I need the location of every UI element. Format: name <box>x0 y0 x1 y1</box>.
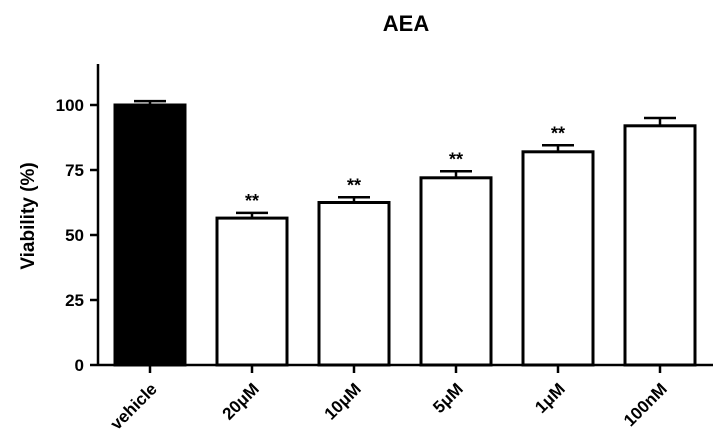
y-tick-label: 100 <box>56 96 84 115</box>
y-tick-label: 50 <box>65 226 84 245</box>
y-tick-label: 75 <box>65 161 84 180</box>
bar <box>113 103 187 367</box>
x-tick-label: 10μM <box>321 379 365 423</box>
significance-label: ** <box>347 175 361 195</box>
x-tick-label: 5μM <box>429 379 466 416</box>
chart-title: AEA <box>383 11 430 36</box>
bar <box>215 216 289 367</box>
bar <box>623 124 697 367</box>
x-tick-label: 20μM <box>219 379 263 423</box>
bar <box>419 176 493 367</box>
y-axis-label: Viability (%) <box>18 162 39 269</box>
x-tick-label: 1μM <box>531 379 568 416</box>
error-bars-layer <box>134 99 676 219</box>
x-labels-layer: vehicle 20μM 10μM 5μM 1μM 100nM <box>107 365 671 434</box>
significance-layer: ** ** ** ** <box>245 123 565 211</box>
bar <box>317 201 391 367</box>
bar <box>521 150 595 367</box>
bars-layer <box>113 103 697 367</box>
y-ticks-layer: 0 25 50 75 100 <box>56 96 98 375</box>
x-tick-label: 100nM <box>620 379 671 430</box>
y-tick-label: 25 <box>65 291 84 310</box>
y-tick-label: 0 <box>75 356 84 375</box>
significance-label: ** <box>449 149 463 169</box>
significance-label: ** <box>551 123 565 143</box>
significance-label: ** <box>245 191 259 211</box>
x-tick-label: vehicle <box>107 379 161 433</box>
